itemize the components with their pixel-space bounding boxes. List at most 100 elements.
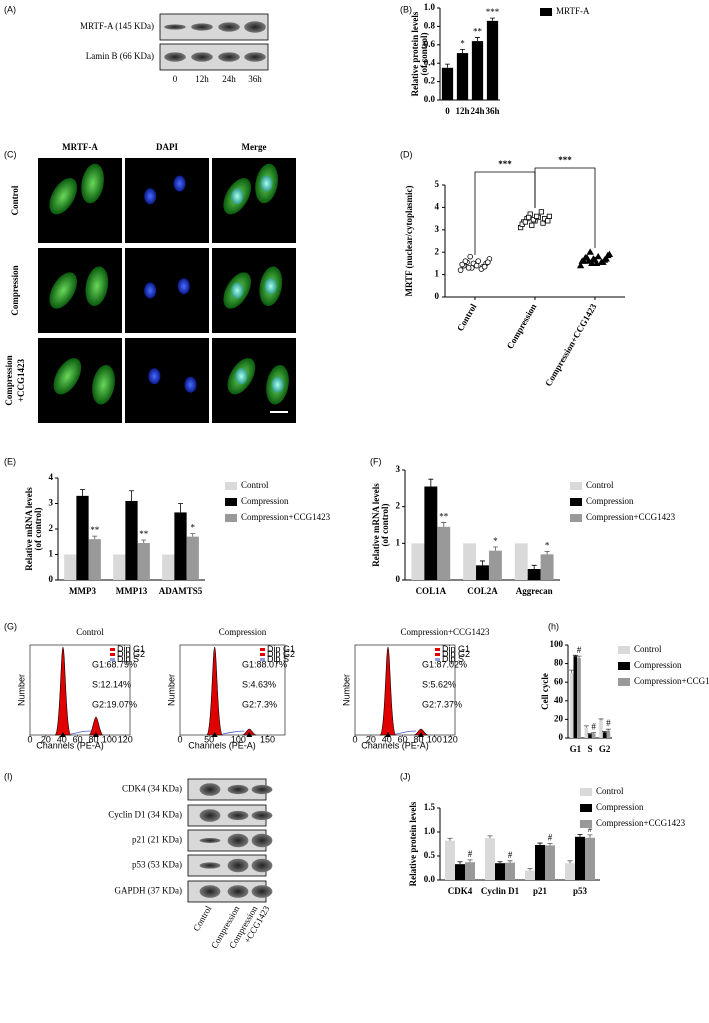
error-bar: [527, 868, 533, 871]
error-bar: [576, 655, 582, 659]
legend-label: Control: [241, 480, 269, 490]
legend-swatch: [225, 482, 237, 490]
nucleus: [235, 368, 248, 385]
x-tick-label: ADAMTS5: [159, 586, 203, 596]
y-tick-label: 60: [554, 676, 564, 686]
error-bar: [547, 843, 553, 846]
gate-marker: [246, 732, 253, 737]
bar: [488, 550, 502, 580]
flow-x-tick-label: 100: [427, 734, 442, 744]
bar: [602, 732, 607, 738]
legend-label: Compression+CCG1423: [634, 676, 709, 686]
point: [457, 267, 464, 273]
flow-stat: S:4.63%: [242, 679, 276, 689]
panel-label: (A): [4, 4, 16, 14]
bar: [411, 543, 425, 580]
g1-peak: [379, 646, 397, 736]
lane-label: 24h: [222, 74, 236, 84]
legend-swatch: [540, 8, 552, 16]
point: [600, 256, 609, 263]
x-tick-label: COL1A: [416, 586, 447, 596]
error-bar: [507, 860, 513, 863]
blot-band: [251, 810, 273, 821]
y-axis-label: (of control): [380, 503, 390, 546]
legend-label: Compression: [586, 496, 634, 506]
panel-label: (C): [4, 149, 17, 159]
blot-band: [227, 858, 249, 873]
nucleus: [173, 175, 186, 192]
flow-legend-swatch: [435, 653, 440, 656]
y-tick-label: 1.5: [424, 802, 436, 812]
bar: [424, 486, 438, 580]
row-label: Compression: [10, 265, 20, 315]
flow-x-tick-label: 40: [57, 734, 67, 744]
error-bar: [480, 560, 485, 566]
error-bar: [445, 63, 450, 68]
point: [586, 248, 594, 255]
x-tick-label: COL2A: [467, 586, 498, 596]
x-tick-label: MMP3: [69, 586, 96, 596]
legend-label: MRTF-A: [556, 6, 590, 16]
legend-swatch: [580, 820, 592, 828]
point: [467, 253, 474, 260]
flow-stat: G2:7.3%: [242, 699, 277, 709]
y-tick-label: 0.0: [424, 874, 436, 884]
gate-marker: [93, 732, 99, 737]
blot-band: [218, 52, 240, 62]
blot-band: [191, 52, 213, 62]
x-tick-label: Compression: [505, 302, 539, 351]
point: [529, 222, 535, 228]
flow-legend-label: Dip S: [267, 654, 289, 664]
y-tick-label: 2: [435, 246, 440, 256]
point: [584, 257, 593, 264]
flow-title: Compression+CCG1423: [400, 627, 490, 637]
bar: [505, 862, 515, 880]
error-bar: [80, 489, 85, 496]
y-tick-label: 0.8: [424, 20, 436, 30]
micrograph: [38, 248, 122, 333]
significance: ***: [486, 7, 500, 17]
nucleus: [231, 282, 244, 299]
legend-swatch: [570, 498, 582, 506]
flow-legend-label: Dip G1: [442, 644, 470, 654]
bar: [88, 539, 101, 580]
legend-swatch: [225, 514, 237, 522]
blot-row-label: GAPDH (37 KDa): [115, 886, 183, 896]
blot-row-label: p21 (21 KDa): [132, 835, 182, 845]
flow-legend-swatch: [110, 648, 115, 651]
flow-stat: S:12.14%: [92, 679, 131, 689]
significance: ***: [498, 159, 512, 169]
x-tick-label: p21: [533, 886, 548, 896]
legend-swatch: [580, 788, 592, 796]
flow-legend-swatch: [435, 658, 440, 661]
legend-label: Compression: [596, 802, 644, 812]
y-tick-label: 0: [435, 291, 440, 301]
x-tick-label: 0: [445, 106, 450, 116]
flow-x-tick-label: 120: [118, 734, 133, 744]
flow-y-label: Number: [166, 674, 176, 706]
significance: **: [139, 529, 149, 539]
error-bar: [447, 837, 453, 841]
flow-frame: [354, 644, 456, 736]
legend-label: Control: [634, 644, 662, 654]
bar: [441, 67, 454, 100]
flow-x-tick-label: 0: [27, 734, 32, 744]
flow-x-tick-label: 100: [102, 734, 117, 744]
significance: *: [493, 536, 498, 546]
blot-band: [164, 24, 186, 30]
blot-band: [227, 784, 249, 795]
y-axis-label: MRTF (nuclear/cytoplasmic): [404, 185, 414, 296]
point: [604, 251, 612, 259]
cell-body: [85, 266, 109, 307]
flow-x-tick-label: 0: [352, 734, 357, 744]
error-bar: [537, 842, 543, 845]
blot-band: [199, 862, 221, 869]
error-bar: [587, 834, 593, 838]
nucleus: [177, 278, 190, 295]
error-bar: [572, 654, 578, 657]
flow-legend-swatch: [260, 653, 265, 656]
error-bar: [178, 503, 183, 513]
micrograph: [125, 248, 209, 333]
lane-label: 0: [173, 74, 178, 84]
